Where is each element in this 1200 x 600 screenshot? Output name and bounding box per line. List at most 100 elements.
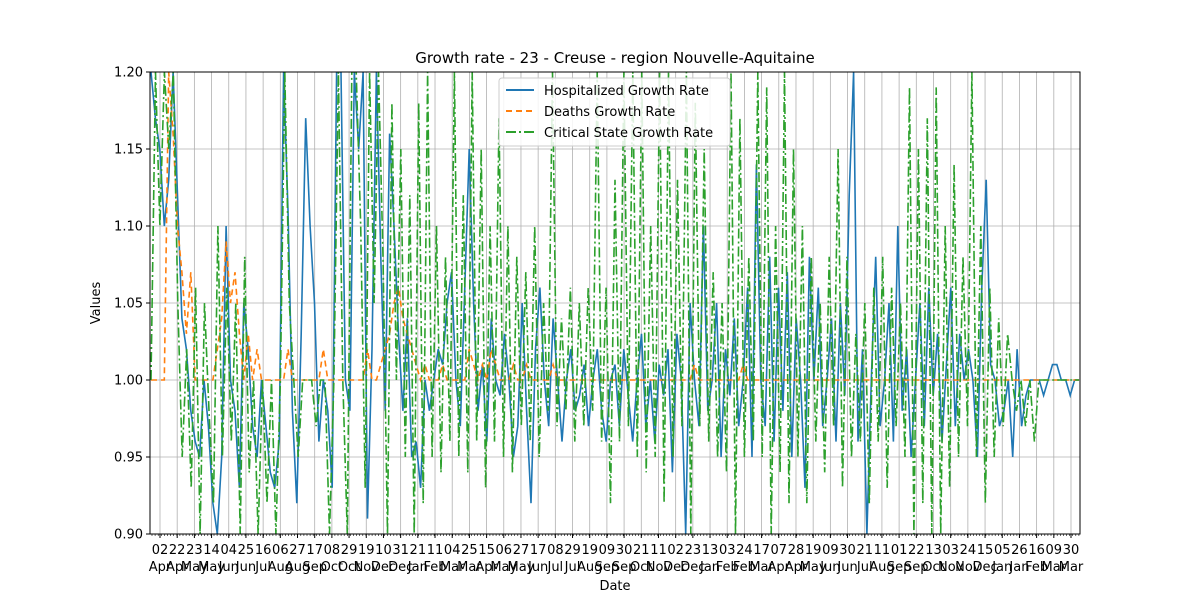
x-tick-day: 13 [925, 543, 942, 558]
x-tick-month: Jul [546, 560, 563, 575]
x-tick-month: Apr [475, 560, 498, 575]
x-tick-day: 13 [702, 543, 719, 558]
x-tick-month: Apr [166, 560, 189, 575]
x-tick-month: Dec [972, 560, 997, 575]
x-tick-month: Jan [1008, 560, 1029, 575]
x-tick-day: 10 [375, 543, 392, 558]
x-tick-day: 17 [753, 543, 770, 558]
x-tick-day: 29 [564, 543, 581, 558]
x-tick-month: Oct [338, 560, 360, 575]
x-tick-day: 06 [496, 543, 513, 558]
chart-title: Growth rate - 23 - Creuse - region Nouve… [415, 49, 815, 67]
x-tick-month: Mar [440, 560, 465, 575]
x-tick-day: 21 [856, 543, 873, 558]
x-tick-month: Jun [218, 560, 239, 575]
x-tick-day: 31 [392, 543, 409, 558]
x-tick-day: 15 [478, 543, 495, 558]
x-tick-month: May [198, 560, 225, 575]
x-tick-day: 27 [513, 543, 530, 558]
x-axis: 02Apr22Apr23May14May04Jun25Jun16Jul06Aug… [149, 534, 1084, 575]
x-tick-month: Nov [955, 560, 981, 575]
x-tick-month: Sep [302, 560, 327, 575]
x-tick-day: 07 [771, 543, 788, 558]
legend: Hospitalized Growth Rate Deaths Growth R… [498, 77, 731, 147]
x-tick-day: 15 [977, 543, 994, 558]
x-tick-day: 11 [874, 543, 891, 558]
x-tick-day: 03 [719, 543, 736, 558]
x-tick-month: Mar [457, 560, 482, 575]
x-tick-month: Apr [785, 560, 808, 575]
legend-label-critical: Critical State Growth Rate [544, 126, 713, 141]
y-axis: 0.90 0.95 1.00 1.05 1.10 1.15 1.20 [114, 66, 150, 543]
x-axis-label: Date [599, 579, 630, 594]
legend-label-hospitalized: Hospitalized Growth Rate [544, 84, 709, 99]
x-tick-month: Nov [938, 560, 964, 575]
x-tick-month: May [800, 560, 827, 575]
x-tick-month: Aug [577, 560, 602, 575]
x-tick-day: 02 [667, 543, 684, 558]
x-tick-month: Aug [869, 560, 894, 575]
x-tick-day: 05 [994, 543, 1011, 558]
x-tick-day: 08 [547, 543, 564, 558]
x-tick-month: Feb [1025, 560, 1048, 575]
x-tick-day: 30 [616, 543, 633, 558]
x-tick-day: 03 [942, 543, 959, 558]
x-tick-day: 22 [169, 543, 186, 558]
x-tick-month: Feb [424, 560, 447, 575]
y-tick-label: 1.00 [114, 374, 143, 389]
x-tick-month: Jun [836, 560, 857, 575]
legend-box [498, 77, 731, 147]
x-tick-month: Nov [646, 560, 672, 575]
x-tick-month: Aug [268, 560, 293, 575]
x-tick-day: 21 [633, 543, 650, 558]
x-tick-month: Feb [733, 560, 756, 575]
y-axis-label: Values [89, 282, 104, 325]
x-tick-month: May [508, 560, 535, 575]
x-tick-day: 30 [839, 543, 856, 558]
y-tick-label: 1.15 [114, 143, 143, 158]
x-tick-day: 23 [685, 543, 702, 558]
x-tick-month: Dec [663, 560, 688, 575]
x-tick-day: 17 [306, 543, 323, 558]
x-tick-day: 25 [461, 543, 478, 558]
x-tick-day: 24 [960, 543, 977, 558]
x-tick-day: 29 [341, 543, 358, 558]
y-tick-label: 1.10 [114, 220, 143, 235]
x-tick-month: Mar [1042, 560, 1067, 575]
x-tick-day: 09 [599, 543, 616, 558]
x-tick-month: Jan [407, 560, 428, 575]
y-tick-label: 0.90 [114, 528, 143, 543]
x-tick-month: Jun [235, 560, 256, 575]
x-tick-day: 08 [324, 543, 341, 558]
x-tick-month: Jul [564, 560, 581, 575]
legend-label-deaths: Deaths Growth Rate [544, 105, 675, 120]
series-lines [150, 72, 1079, 534]
x-tick-day: 04 [220, 543, 237, 558]
x-tick-month: Apr [149, 560, 172, 575]
x-tick-day: 11 [427, 543, 444, 558]
x-tick-day: 22 [908, 543, 925, 558]
x-tick-month: Dec [680, 560, 705, 575]
x-tick-day: 06 [272, 543, 289, 558]
x-tick-month: Dec [388, 560, 413, 575]
x-tick-month: Sep [887, 560, 912, 575]
x-tick-day: 16 [1028, 543, 1045, 558]
y-tick-label: 1.20 [114, 66, 143, 81]
x-tick-day: 17 [530, 543, 547, 558]
x-tick-month: Feb [716, 560, 739, 575]
x-tick-month: Aug [285, 560, 310, 575]
y-tick-label: 1.05 [114, 297, 143, 312]
series-line-1 [151, 72, 1079, 383]
x-tick-day: 19 [358, 543, 375, 558]
x-tick-month: Nov [354, 560, 380, 575]
x-tick-day: 25 [238, 543, 255, 558]
x-tick-day: 26 [1011, 543, 1028, 558]
x-tick-month: Sep [612, 560, 637, 575]
x-tick-month: Apr [768, 560, 791, 575]
x-tick-month: Jul [254, 560, 271, 575]
x-tick-month: May [181, 560, 208, 575]
x-tick-day: 21 [410, 543, 427, 558]
x-tick-day: 27 [289, 543, 306, 558]
x-tick-month: Oct [630, 560, 652, 575]
